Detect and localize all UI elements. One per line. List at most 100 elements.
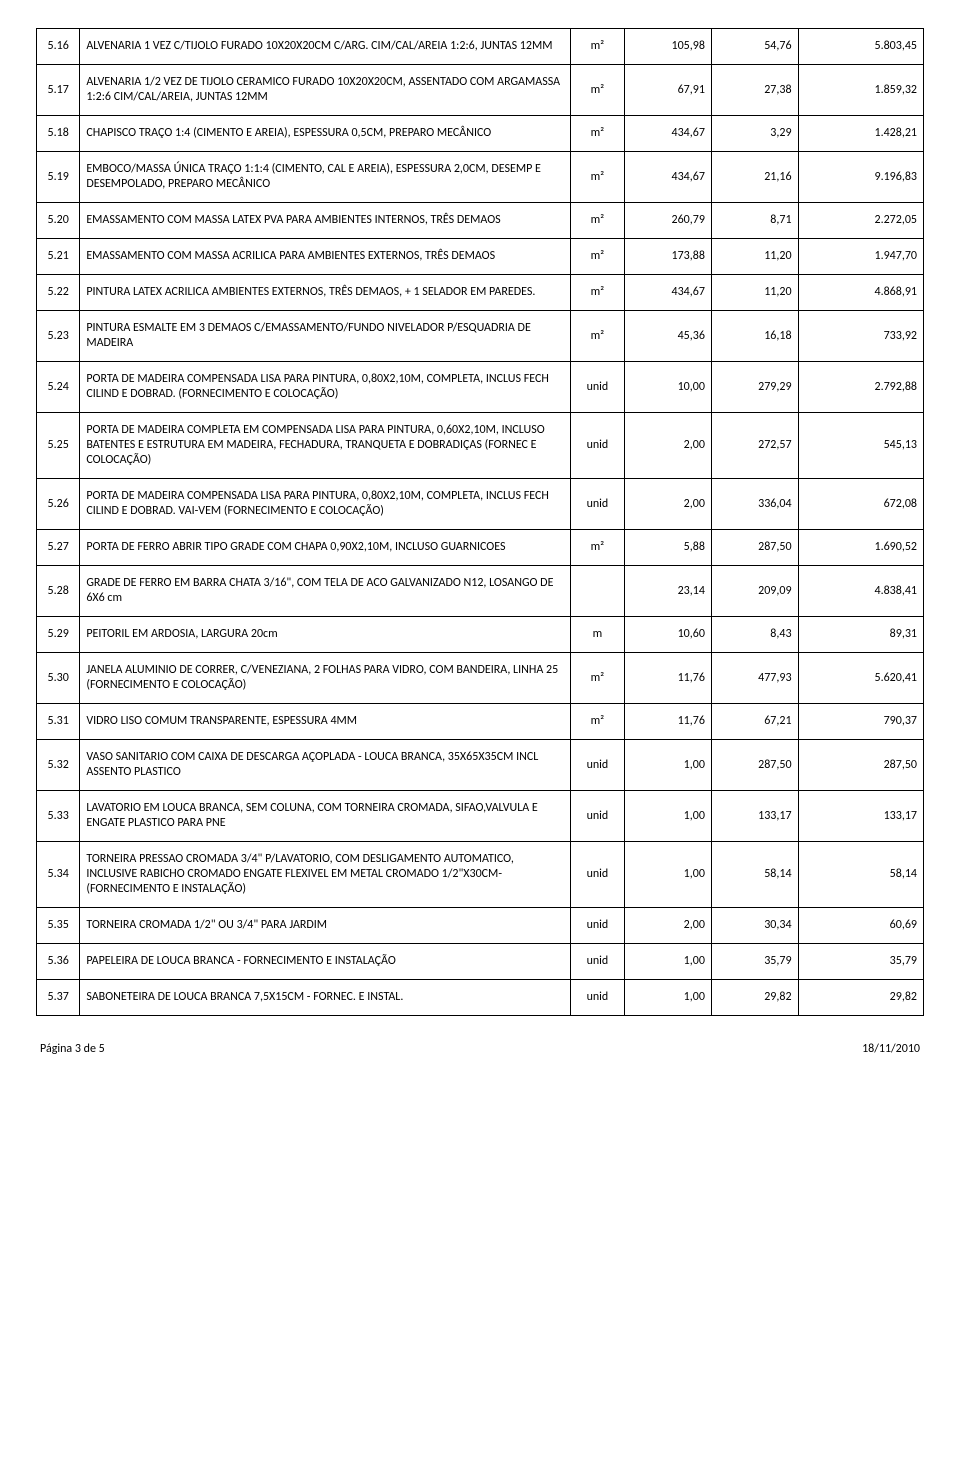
cell-total: 672,08 [798,479,923,530]
cell-price: 30,34 [711,908,798,944]
cell-qty: 2,00 [625,479,712,530]
cell-price: 16,18 [711,311,798,362]
cell-desc: VIDRO LISO COMUM TRANSPARENTE, ESPESSURA… [80,704,570,740]
cell-qty: 5,88 [625,530,712,566]
cell-price: 35,79 [711,944,798,980]
table-row: 5.23PINTURA ESMALTE EM 3 DEMAOS C/EMASSA… [37,311,924,362]
cell-unit: m² [570,530,625,566]
cell-total: 4.838,41 [798,566,923,617]
cell-desc: TORNEIRA PRESSAO CROMADA 3/4" P/LAVATORI… [80,842,570,908]
cell-total: 790,37 [798,704,923,740]
cell-unit: unid [570,413,625,479]
cell-unit: unid [570,908,625,944]
cell-qty: 1,00 [625,842,712,908]
cell-price: 477,93 [711,653,798,704]
cell-price: 279,29 [711,362,798,413]
footer-date: 18/11/2010 [862,1042,920,1056]
cell-desc: GRADE DE FERRO EM BARRA CHATA 3/16", COM… [80,566,570,617]
cell-price: 11,20 [711,239,798,275]
cell-price: 336,04 [711,479,798,530]
cell-total: 1.947,70 [798,239,923,275]
cell-id: 5.33 [37,791,80,842]
cell-total: 1.690,52 [798,530,923,566]
cell-qty: 434,67 [625,152,712,203]
table-row: 5.18CHAPISCO TRAÇO 1:4 (CIMENTO E AREIA)… [37,116,924,152]
cell-price: 11,20 [711,275,798,311]
cell-total: 133,17 [798,791,923,842]
table-row: 5.29PEITORIL EM ARDOSIA, LARGURA 20cmm10… [37,617,924,653]
cell-total: 9.196,83 [798,152,923,203]
cell-id: 5.16 [37,29,80,65]
table-row: 5.37SABONETEIRA DE LOUCA BRANCA 7,5X15CM… [37,980,924,1016]
footer-page-number: Página 3 de 5 [40,1042,105,1056]
cell-unit: m² [570,239,625,275]
cell-unit: m² [570,65,625,116]
cell-total: 35,79 [798,944,923,980]
cell-unit: m² [570,704,625,740]
cell-id: 5.17 [37,65,80,116]
cell-desc: SABONETEIRA DE LOUCA BRANCA 7,5X15CM - F… [80,980,570,1016]
cell-desc: ALVENARIA 1/2 VEZ DE TIJOLO CERAMICO FUR… [80,65,570,116]
cell-total: 4.868,91 [798,275,923,311]
cell-id: 5.31 [37,704,80,740]
table-row: 5.33LAVATORIO EM LOUCA BRANCA, SEM COLUN… [37,791,924,842]
cell-qty: 2,00 [625,413,712,479]
cell-id: 5.21 [37,239,80,275]
cell-price: 287,50 [711,740,798,791]
table-row: 5.17ALVENARIA 1/2 VEZ DE TIJOLO CERAMICO… [37,65,924,116]
cell-id: 5.26 [37,479,80,530]
cell-desc: EMASSAMENTO COM MASSA ACRILICA PARA AMBI… [80,239,570,275]
table-row: 5.16ALVENARIA 1 VEZ C/TIJOLO FURADO 10X2… [37,29,924,65]
cell-id: 5.22 [37,275,80,311]
cell-desc: PEITORIL EM ARDOSIA, LARGURA 20cm [80,617,570,653]
cell-id: 5.36 [37,944,80,980]
cell-total: 2.792,88 [798,362,923,413]
cell-qty: 1,00 [625,944,712,980]
cell-desc: LAVATORIO EM LOUCA BRANCA, SEM COLUNA, C… [80,791,570,842]
table-row: 5.35TORNEIRA CROMADA 1/2" OU 3/4" PARA J… [37,908,924,944]
cell-total: 1.859,32 [798,65,923,116]
cell-total: 733,92 [798,311,923,362]
cell-qty: 11,76 [625,704,712,740]
cell-qty: 1,00 [625,791,712,842]
cell-unit: m² [570,275,625,311]
cell-price: 54,76 [711,29,798,65]
cell-price: 27,38 [711,65,798,116]
cell-price: 133,17 [711,791,798,842]
cell-qty: 45,36 [625,311,712,362]
cell-id: 5.28 [37,566,80,617]
cell-id: 5.32 [37,740,80,791]
cell-unit: unid [570,791,625,842]
cell-id: 5.37 [37,980,80,1016]
cell-qty: 105,98 [625,29,712,65]
cell-total: 58,14 [798,842,923,908]
cell-total: 287,50 [798,740,923,791]
cell-id: 5.29 [37,617,80,653]
cell-unit: m² [570,152,625,203]
cell-total: 2.272,05 [798,203,923,239]
cell-desc: EMBOCO/MASSA ÚNICA TRAÇO 1:1:4 (CIMENTO,… [80,152,570,203]
cell-desc: PORTA DE FERRO ABRIR TIPO GRADE COM CHAP… [80,530,570,566]
cell-desc: PINTURA ESMALTE EM 3 DEMAOS C/EMASSAMENT… [80,311,570,362]
cell-price: 209,09 [711,566,798,617]
cell-qty: 23,14 [625,566,712,617]
cell-unit: m [570,617,625,653]
cell-price: 287,50 [711,530,798,566]
cell-id: 5.27 [37,530,80,566]
cell-price: 29,82 [711,980,798,1016]
cell-desc: PORTA DE MADEIRA COMPENSADA LISA PARA PI… [80,362,570,413]
cell-qty: 1,00 [625,980,712,1016]
cell-desc: PAPELEIRA DE LOUCA BRANCA - FORNECIMENTO… [80,944,570,980]
cell-price: 3,29 [711,116,798,152]
cell-qty: 11,76 [625,653,712,704]
cell-qty: 434,67 [625,116,712,152]
cell-id: 5.25 [37,413,80,479]
document-page: 5.16ALVENARIA 1 VEZ C/TIJOLO FURADO 10X2… [0,0,960,1096]
table-row: 5.26PORTA DE MADEIRA COMPENSADA LISA PAR… [37,479,924,530]
table-row: 5.30 JANELA ALUMINIO DE CORRER, C/VENEZI… [37,653,924,704]
cell-id: 5.24 [37,362,80,413]
cell-id: 5.18 [37,116,80,152]
table-row: 5.21EMASSAMENTO COM MASSA ACRILICA PARA … [37,239,924,275]
table-row: 5.27PORTA DE FERRO ABRIR TIPO GRADE COM … [37,530,924,566]
cell-unit: unid [570,740,625,791]
